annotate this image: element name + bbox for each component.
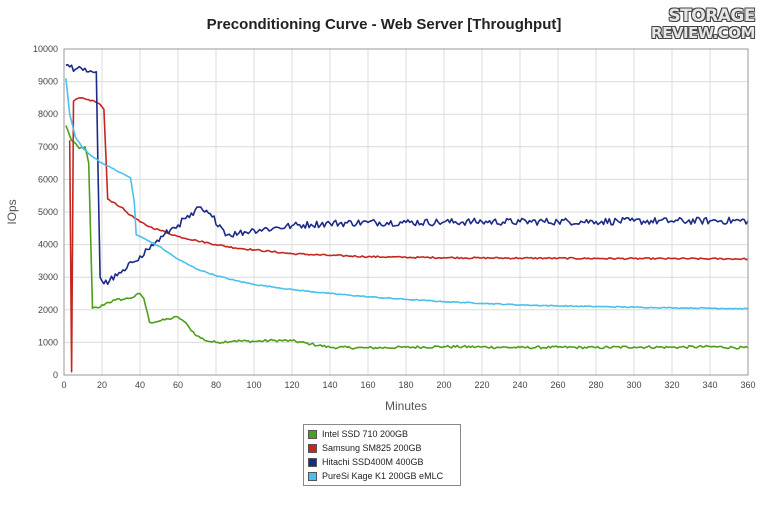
y-tick-label: 7000 — [38, 142, 58, 152]
plot-frame — [63, 48, 749, 376]
x-tick-label: 320 — [664, 380, 679, 390]
series-layer — [65, 63, 749, 373]
legend-item: Intel SSD 710 200GB — [308, 427, 456, 441]
y-tick-label: 10000 — [33, 44, 58, 54]
y-tick-label: 5000 — [38, 207, 58, 217]
x-tick-label: 200 — [436, 380, 451, 390]
legend-swatch — [308, 457, 317, 467]
grid — [63, 48, 749, 376]
legend-label: Samsung SM825 200GB — [322, 443, 422, 453]
legend-item: PureSi Kage K1 200GB eMLC — [308, 469, 456, 483]
series-line-1 — [68, 97, 749, 373]
legend-label: Intel SSD 710 200GB — [322, 429, 409, 439]
y-tick-label: 6000 — [38, 174, 58, 184]
y-tick-label: 2000 — [38, 305, 58, 315]
logo-line-1: STORAGE — [668, 6, 755, 26]
legend-label: PureSi Kage K1 200GB eMLC — [322, 471, 444, 481]
storage-review-logo: STORAGE REVIEW.COM — [640, 6, 755, 46]
x-tick-label: 360 — [740, 380, 755, 390]
legend-label: Hitachi SSD400M 400GB — [322, 457, 424, 467]
logo-line-2: REVIEW.COM — [651, 24, 755, 42]
y-tick-label: 8000 — [38, 109, 58, 119]
x-tick-label: 140 — [322, 380, 337, 390]
x-tick-label: 220 — [474, 380, 489, 390]
x-tick-label: 0 — [61, 380, 66, 390]
y-axis-title: IOps — [5, 199, 19, 224]
series-line-0 — [65, 125, 749, 350]
x-tick-label: 240 — [512, 380, 527, 390]
x-tick-label: 300 — [626, 380, 641, 390]
y-tick-label: 9000 — [38, 77, 58, 87]
y-tick-label: 0 — [53, 370, 58, 380]
legend: Intel SSD 710 200GB Samsung SM825 200GB Hi… — [303, 424, 461, 486]
chart-title: Preconditioning Curve - Web Server [Thro… — [206, 16, 562, 33]
legend-swatch — [308, 429, 317, 439]
tick-labels: 0100020003000400050006000700080009000100… — [33, 44, 756, 390]
x-tick-label: 40 — [135, 380, 145, 390]
legend-swatch — [308, 471, 317, 481]
y-tick-label: 1000 — [38, 337, 58, 347]
x-tick-label: 100 — [246, 380, 261, 390]
x-tick-label: 260 — [550, 380, 565, 390]
x-tick-label: 80 — [211, 380, 221, 390]
y-tick-label: 3000 — [38, 272, 58, 282]
x-tick-label: 280 — [588, 380, 603, 390]
legend-item: Hitachi SSD400M 400GB — [308, 455, 456, 469]
x-tick-label: 120 — [284, 380, 299, 390]
x-tick-label: 60 — [173, 380, 183, 390]
x-tick-label: 340 — [702, 380, 717, 390]
legend-swatch — [308, 443, 317, 453]
x-tick-label: 180 — [398, 380, 413, 390]
y-tick-label: 4000 — [38, 240, 58, 250]
x-axis-title: Minutes — [385, 399, 427, 413]
series-line-2 — [65, 63, 749, 286]
x-tick-label: 20 — [97, 380, 107, 390]
legend-item: Samsung SM825 200GB — [308, 441, 456, 455]
x-tick-label: 160 — [360, 380, 375, 390]
series-line-3 — [65, 78, 749, 311]
